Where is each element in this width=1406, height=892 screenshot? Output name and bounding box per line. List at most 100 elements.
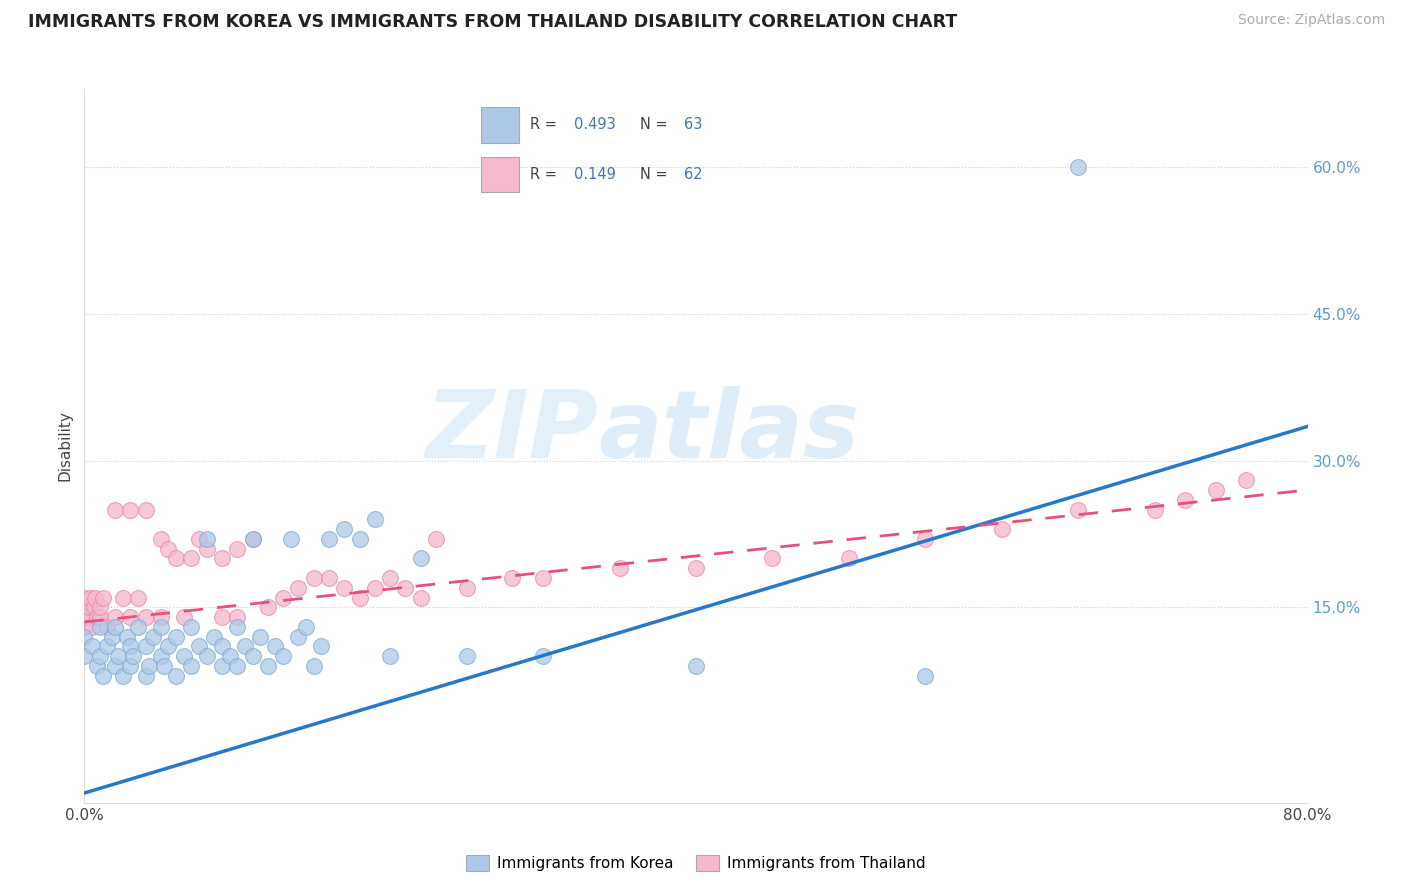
Point — [380, 571, 402, 585]
Point — [127, 591, 149, 605]
Point — [409, 551, 432, 566]
Point — [120, 659, 142, 673]
Y-axis label: Disability: Disability — [58, 410, 73, 482]
Point — [157, 640, 180, 654]
Point — [157, 541, 180, 556]
Point — [76, 610, 98, 624]
Point — [287, 581, 309, 595]
Point — [364, 512, 387, 526]
Point — [188, 532, 211, 546]
Point — [1143, 502, 1166, 516]
Point — [271, 591, 294, 605]
Point — [531, 649, 554, 664]
Point — [226, 620, 249, 634]
Point — [91, 669, 114, 683]
Point — [264, 640, 287, 654]
Point — [73, 630, 96, 644]
Point — [165, 669, 187, 683]
Point — [257, 659, 280, 673]
Point — [211, 551, 233, 566]
Point — [1067, 161, 1090, 175]
Point — [333, 522, 356, 536]
Point — [287, 630, 309, 644]
Point — [226, 610, 249, 624]
Point — [311, 640, 333, 654]
Point — [101, 630, 124, 644]
Point — [165, 630, 187, 644]
Point — [135, 610, 157, 624]
Point — [86, 659, 108, 673]
Point — [195, 541, 218, 556]
Point — [242, 649, 264, 664]
Point — [153, 659, 176, 673]
Point — [914, 669, 936, 683]
Point — [456, 649, 478, 664]
Point — [73, 591, 96, 605]
Point — [233, 640, 256, 654]
Point — [271, 649, 294, 664]
Point — [409, 591, 432, 605]
Point — [349, 591, 371, 605]
Point — [456, 581, 478, 595]
Point — [89, 610, 111, 624]
Point — [120, 502, 142, 516]
Point — [202, 630, 225, 644]
Legend: Immigrants from Korea, Immigrants from Thailand: Immigrants from Korea, Immigrants from T… — [460, 849, 932, 877]
Point — [111, 669, 134, 683]
Point — [86, 610, 108, 624]
Point — [349, 532, 371, 546]
Point — [180, 659, 202, 673]
Point — [685, 561, 707, 575]
Point — [364, 581, 387, 595]
Point — [80, 640, 103, 654]
Point — [89, 620, 111, 634]
Point — [1174, 492, 1197, 507]
Point — [120, 640, 142, 654]
Point — [73, 610, 96, 624]
Point — [257, 600, 280, 615]
Point — [180, 620, 202, 634]
Point — [195, 532, 218, 546]
Point — [242, 532, 264, 546]
Point — [173, 610, 195, 624]
Point — [218, 649, 240, 664]
Point — [96, 640, 118, 654]
Point — [91, 591, 114, 605]
Point — [180, 551, 202, 566]
Point — [142, 630, 165, 644]
Point — [333, 581, 356, 595]
Point — [838, 551, 860, 566]
Point — [104, 502, 127, 516]
Text: atlas: atlas — [598, 385, 859, 478]
Point — [302, 571, 325, 585]
Point — [89, 649, 111, 664]
Point — [96, 620, 118, 634]
Point — [83, 600, 105, 615]
Point — [165, 551, 187, 566]
Point — [104, 620, 127, 634]
Point — [761, 551, 783, 566]
Point — [122, 649, 145, 664]
Point — [135, 669, 157, 683]
Point — [1236, 473, 1258, 487]
Point — [80, 620, 103, 634]
Point — [135, 502, 157, 516]
Point — [302, 659, 325, 673]
Point — [73, 649, 96, 664]
Point — [211, 610, 233, 624]
Point — [195, 649, 218, 664]
Point — [149, 620, 172, 634]
Point — [211, 640, 233, 654]
Point — [188, 640, 211, 654]
Point — [242, 532, 264, 546]
Point — [127, 620, 149, 634]
Point — [609, 561, 631, 575]
Point — [120, 610, 142, 624]
Point — [173, 649, 195, 664]
Point — [79, 591, 101, 605]
Point — [107, 649, 129, 664]
Point — [502, 571, 524, 585]
Point — [280, 532, 302, 546]
Point — [226, 541, 249, 556]
Point — [73, 600, 96, 615]
